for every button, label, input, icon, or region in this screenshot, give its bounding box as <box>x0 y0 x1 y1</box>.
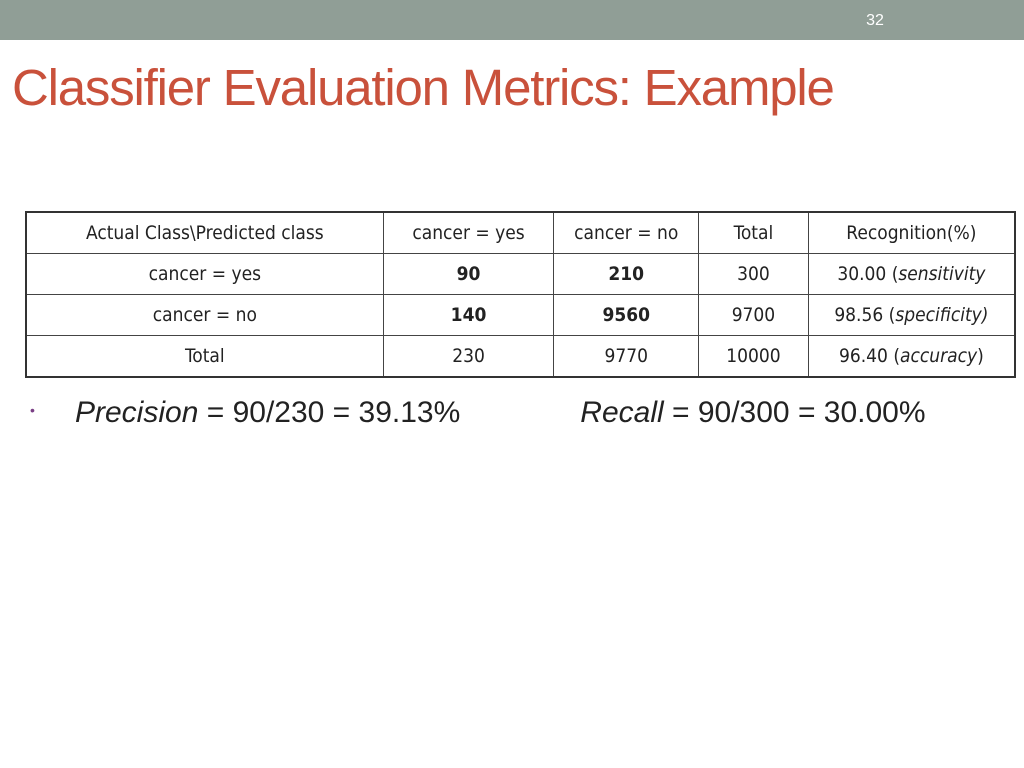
precision-term: Precision <box>75 396 199 429</box>
header-cell: Recognition(%) <box>807 211 1016 254</box>
recognition-value: 98.56 ( <box>834 304 896 326</box>
recall-term: Recall <box>580 396 664 429</box>
recognition-term: sensitivity <box>898 263 986 285</box>
recall-formula: = 90/300 = 30.00% <box>663 396 926 429</box>
header-cell: Actual Class\Predicted class <box>24 211 384 254</box>
bullet-marker: • <box>30 402 35 418</box>
header-cell: cancer = no <box>553 211 700 254</box>
confusion-matrix-table: Actual Class\Predicted class cancer = ye… <box>24 211 1016 378</box>
row-total-cell: 300 <box>698 253 809 295</box>
recognition-cell: 96.40 (accuracy) <box>807 335 1016 378</box>
recognition-term: accuracy <box>900 345 978 367</box>
grand-total-cell: 10000 <box>698 335 809 378</box>
bullet-item: Precision = 90/230 = 39.13% Recall = 90/3… <box>75 392 955 433</box>
recognition-value: 30.00 ( <box>837 263 899 285</box>
row-label: cancer = no <box>24 294 384 336</box>
row-total-cell: 9700 <box>698 294 809 336</box>
row-label: cancer = yes <box>24 253 384 295</box>
table-header-row: Actual Class\Predicted class cancer = ye… <box>24 211 1016 254</box>
false-positive-cell: 140 <box>382 294 555 336</box>
column-total-cell: 230 <box>382 335 555 378</box>
row-label: Total <box>24 335 384 378</box>
slide-number: 32 <box>866 12 884 29</box>
header-cell: cancer = yes <box>382 211 555 254</box>
header-cell: Total <box>698 211 809 254</box>
recognition-cell: 98.56 (specificity) <box>807 294 1016 336</box>
recognition-cell: 30.00 (sensitivity <box>807 253 1016 295</box>
slide-title: Classifier Evaluation Metrics: Example <box>12 59 835 116</box>
recognition-value: 96.40 ( <box>838 345 900 367</box>
false-negative-cell: 210 <box>553 253 700 295</box>
recognition-close: ) <box>977 345 984 367</box>
top-bar: 32 <box>0 0 1024 40</box>
true-negative-cell: 9560 <box>553 294 700 336</box>
recognition-term: specificity) <box>895 304 989 326</box>
table-row: cancer = no 140 9560 9700 98.56 (specifi… <box>24 294 1016 336</box>
table-row: cancer = yes 90 210 300 30.00 (sensitivi… <box>24 253 1016 295</box>
true-positive-cell: 90 <box>382 253 555 295</box>
column-total-cell: 9770 <box>553 335 700 378</box>
precision-formula: = 90/230 = 39.13% <box>198 396 461 429</box>
table-row: Total 230 9770 10000 96.40 (accuracy) <box>24 335 1016 378</box>
